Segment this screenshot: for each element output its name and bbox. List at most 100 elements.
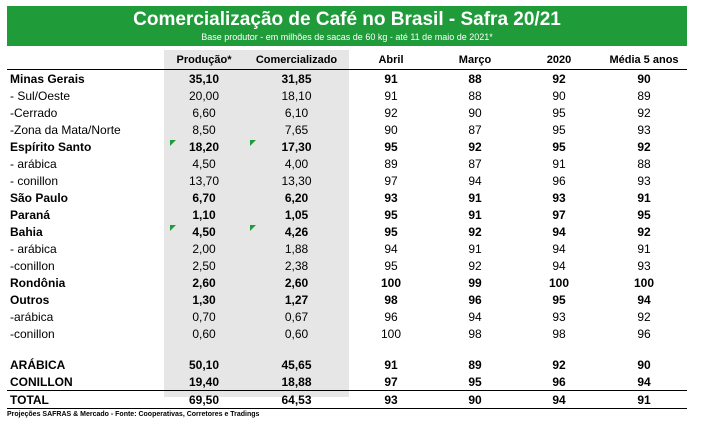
media-5-anos-cell: 91 — [637, 241, 651, 256]
ano-2020-cell: 94 — [552, 241, 566, 256]
media-5-anos-cell: 95 — [637, 207, 651, 222]
producao-cell: 69,50 — [164, 390, 244, 409]
producao-cell: 20,00 — [188, 88, 220, 103]
row-label: Rondônia — [10, 275, 66, 290]
row-label: - arábica — [10, 241, 57, 256]
row-label: -Zona da Mata/Norte — [10, 122, 121, 137]
ano-2020-cell: 93 — [552, 309, 566, 324]
row-label: Bahia — [10, 224, 43, 239]
abril-cell: 98 — [384, 292, 398, 307]
abril-cell: 89 — [384, 156, 398, 171]
header-abril: Abril — [349, 50, 433, 70]
row-label: - Sul/Oeste — [10, 88, 71, 103]
producao-cell: 4,50 — [164, 223, 244, 240]
comercializado-cell: 1,05 — [284, 207, 309, 222]
row-label: CONILLON — [10, 374, 73, 389]
ano-2020-cell: 97 — [552, 207, 566, 222]
marco-cell: 91 — [468, 190, 482, 205]
header-marco: Março — [433, 50, 517, 70]
abril-cell: 94 — [384, 241, 398, 256]
comercializado-cell: 0,67 — [284, 309, 309, 324]
marco-cell: 87 — [468, 122, 482, 137]
subtotal-row: ARÁBICA 50,10 45,65 91 89 92 90 — [7, 356, 687, 373]
row-label: -conillon — [10, 258, 55, 273]
abril-cell: 96 — [384, 309, 398, 324]
comercializado-cell: 31,85 — [281, 71, 312, 86]
ano-2020-cell: 95 — [552, 105, 566, 120]
table-row: - Sul/Oeste 20,00 18,10 91 88 90 89 — [7, 87, 687, 104]
spacer-cell — [349, 342, 433, 356]
abril-cell: 97 — [384, 374, 398, 389]
marco-cell: 94 — [468, 173, 482, 188]
media-5-anos-cell: 96 — [637, 326, 651, 341]
media-5-anos-cell: 92 — [637, 224, 651, 239]
table-header-row: Produção* Comercializado Abril Março 202… — [7, 50, 687, 70]
abril-cell: 95 — [384, 224, 398, 239]
comercializado-cell: 1,88 — [284, 241, 309, 256]
table-row: - conillon 13,70 13,30 97 94 96 93 — [7, 172, 687, 189]
producao-cell: 19,40 — [188, 374, 220, 389]
ano-2020-cell: 96 — [552, 173, 566, 188]
abril-cell: 95 — [384, 207, 398, 222]
abril-cell: 92 — [384, 105, 398, 120]
marco-cell: 98 — [468, 326, 482, 341]
producao-cell: 0,70 — [192, 309, 216, 324]
ano-2020-cell: 91 — [552, 156, 566, 171]
ano-2020-cell: 90 — [552, 88, 566, 103]
producao-cell: 6,60 — [192, 105, 216, 120]
row-label: -conillon — [10, 326, 55, 341]
marco-cell: 92 — [468, 139, 482, 154]
table-row: - arábica 4,50 4,00 89 87 91 88 — [7, 155, 687, 172]
coffee-sales-table: Produção* Comercializado Abril Março 202… — [7, 50, 687, 409]
ano-2020-cell: 93 — [552, 190, 566, 205]
producao-cell: 8,50 — [192, 122, 216, 137]
marco-cell: 94 — [468, 309, 482, 324]
page-subtitle: Base produtor - em milhões de sacas de 6… — [201, 32, 493, 42]
ano-2020-cell: 95 — [552, 122, 566, 137]
marco-cell: 90 — [433, 390, 517, 409]
producao-cell: 0,60 — [192, 326, 216, 341]
row-label: São Paulo — [10, 190, 69, 205]
marco-cell: 91 — [468, 207, 482, 222]
comercializado-cell: 4,00 — [284, 156, 309, 171]
ano-2020-cell: 94 — [517, 390, 601, 409]
table-row: Espírito Santo 18,20 17,30 95 92 95 92 — [7, 138, 687, 155]
ano-2020-cell: 94 — [552, 224, 566, 239]
marco-cell: 88 — [468, 88, 482, 103]
marco-cell: 88 — [468, 71, 482, 86]
abril-cell: 90 — [384, 122, 398, 137]
comercializado-cell: 1,27 — [284, 292, 309, 307]
table-row: -arábica 0,70 0,67 96 94 93 92 — [7, 308, 687, 325]
spacer-cell — [244, 342, 349, 356]
header-2020: 2020 — [517, 50, 601, 70]
comercializado-cell: 64,53 — [244, 390, 349, 409]
media-5-anos-cell: 93 — [637, 258, 651, 273]
producao-cell: 13,70 — [188, 173, 220, 188]
table-row: -Cerrado 6,60 6,10 92 90 95 92 — [7, 104, 687, 121]
marco-cell: 92 — [468, 258, 482, 273]
row-label: Paraná — [10, 207, 51, 222]
row-label: TOTAL — [7, 390, 164, 409]
spacer-cell — [164, 342, 244, 356]
media-5-anos-cell: 92 — [637, 139, 651, 154]
media-5-anos-cell: 94 — [637, 292, 651, 307]
spacer-cell — [433, 342, 517, 356]
abril-cell: 100 — [380, 326, 402, 341]
table-row: Bahia 4,50 4,26 95 92 94 92 — [7, 223, 687, 240]
marco-cell: 92 — [468, 224, 482, 239]
producao-cell: 35,10 — [188, 71, 220, 86]
marco-cell: 96 — [468, 292, 482, 307]
ano-2020-cell: 96 — [552, 374, 566, 389]
media-5-anos-cell: 91 — [601, 390, 687, 409]
abril-cell: 95 — [384, 139, 398, 154]
table-row: Outros 1,30 1,27 98 96 95 94 — [7, 291, 687, 308]
media-5-anos-cell: 90 — [637, 71, 651, 86]
shaded-columns-background — [164, 50, 349, 397]
row-label: - conillon — [10, 173, 59, 188]
ano-2020-cell: 95 — [552, 139, 566, 154]
comercializado-cell: 18,88 — [281, 374, 312, 389]
producao-cell: 1,30 — [192, 292, 216, 307]
comercializado-cell: 13,30 — [281, 173, 312, 188]
table-row: -conillon 2,50 2,38 95 92 94 93 — [7, 257, 687, 274]
media-5-anos-cell: 94 — [637, 374, 651, 389]
